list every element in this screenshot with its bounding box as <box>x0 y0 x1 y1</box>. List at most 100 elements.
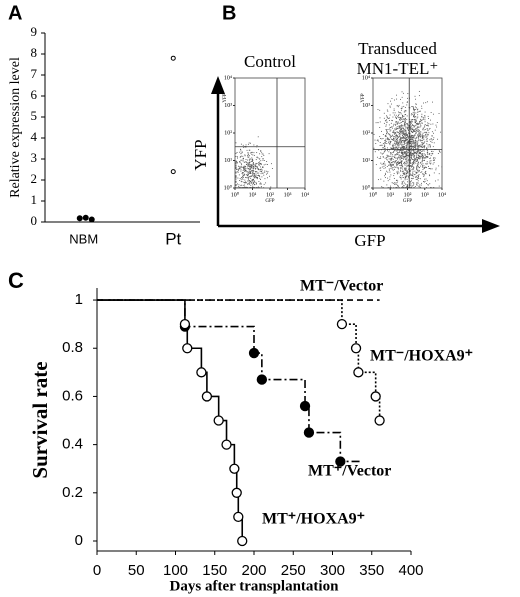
event-dot <box>392 166 394 168</box>
event-dot <box>411 146 413 148</box>
event-dot <box>248 176 249 178</box>
event-dot <box>432 146 434 148</box>
event-dot <box>405 126 407 128</box>
event-dot <box>406 152 408 154</box>
event-dot <box>258 172 260 174</box>
event-dot <box>419 144 421 146</box>
event-dot <box>428 123 430 125</box>
event-dot <box>431 135 433 136</box>
event-dot <box>388 168 390 170</box>
event-dot <box>406 187 407 189</box>
event-dot <box>438 165 440 167</box>
event-dot <box>377 140 379 142</box>
event-dot <box>402 168 404 170</box>
event-dot <box>245 169 247 171</box>
event-dot <box>400 161 402 163</box>
event-dot <box>406 102 408 103</box>
event-dot <box>425 136 427 138</box>
event-dot <box>425 183 427 185</box>
event-dot <box>404 175 406 177</box>
event-dot <box>407 171 409 173</box>
event-dot <box>414 146 416 148</box>
event-dot <box>258 162 260 163</box>
event-dot <box>401 133 403 135</box>
event-dot <box>402 118 404 120</box>
event-dot <box>245 171 247 173</box>
event-dot <box>395 135 397 137</box>
event-dot <box>418 126 420 128</box>
event-dot <box>261 153 263 155</box>
event-dot <box>402 134 404 136</box>
event-dot <box>394 168 395 170</box>
event-dot <box>412 130 414 132</box>
event-dot <box>390 164 392 166</box>
event-dot <box>406 123 408 125</box>
event-dot <box>248 156 250 158</box>
event-dot <box>415 104 417 106</box>
event-dot <box>254 180 256 182</box>
event-dot <box>386 157 388 158</box>
event-dot <box>382 138 384 140</box>
event-dot <box>404 109 406 111</box>
event-marker <box>179 318 191 330</box>
event-dot <box>403 152 405 154</box>
event-dot <box>404 169 406 171</box>
event-dot <box>406 157 408 159</box>
event-dot <box>404 139 406 141</box>
event-dot <box>396 166 398 168</box>
event-dot <box>426 167 428 169</box>
event-dot <box>416 145 418 147</box>
x-tick-label: 10¹ <box>386 192 394 198</box>
event-dot <box>424 154 426 156</box>
event-dot <box>399 154 401 156</box>
event-dot <box>262 158 264 160</box>
event-dot <box>387 187 389 189</box>
event-dot <box>420 125 422 127</box>
event-dot <box>411 174 413 176</box>
event-dot <box>437 179 439 181</box>
event-dot <box>379 109 381 111</box>
event-dot <box>393 162 395 164</box>
event-dot <box>433 187 435 189</box>
event-dot <box>414 116 416 118</box>
event-dot <box>429 139 431 141</box>
event-dot <box>390 152 392 154</box>
event-dot <box>421 144 423 146</box>
event-dot <box>424 117 426 119</box>
event-dot <box>245 174 247 176</box>
event-dot <box>243 167 245 169</box>
event-dot <box>257 166 258 168</box>
event-dot <box>396 134 398 136</box>
event-dot <box>398 146 400 148</box>
event-dot <box>247 171 248 173</box>
event-dot <box>240 187 242 189</box>
event-dot <box>406 178 408 180</box>
event-dot <box>415 127 417 129</box>
event-dot <box>252 169 254 171</box>
y-tick-label: 10¹ <box>224 158 232 164</box>
event-dot <box>426 187 427 188</box>
event-dot <box>395 121 397 123</box>
event-dot <box>435 124 437 126</box>
event-dot <box>255 159 257 161</box>
event-dot <box>401 176 403 178</box>
event-dot <box>412 146 414 148</box>
event-dot <box>409 134 411 136</box>
event-dot <box>406 146 408 148</box>
event-dot <box>404 173 406 175</box>
event-dot <box>412 149 414 151</box>
event-dot <box>412 137 414 139</box>
event-dot <box>409 172 411 174</box>
event-dot <box>249 165 251 167</box>
event-dot <box>411 113 413 115</box>
event-dot <box>406 159 407 161</box>
event-dot <box>406 150 408 152</box>
event-dot <box>400 151 402 153</box>
y-tick-label: 0.6 <box>62 387 83 404</box>
event-dot <box>403 111 405 113</box>
event-dot <box>401 119 403 121</box>
event-dot <box>404 152 406 154</box>
event-dot <box>412 174 414 176</box>
event-dot <box>262 153 264 155</box>
event-dot <box>243 187 245 189</box>
